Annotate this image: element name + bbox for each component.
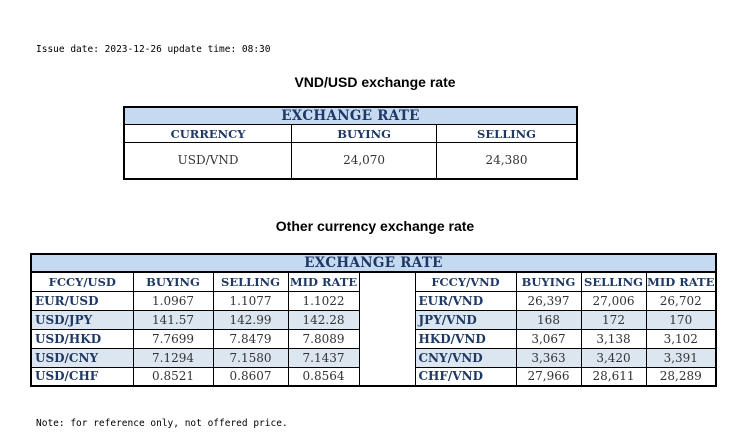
table-title: EXCHANGE RATE <box>123 106 578 125</box>
cell: 26,702 <box>645 290 717 311</box>
col-header: SELLING <box>436 124 578 143</box>
cell: CHF/VND <box>414 366 517 387</box>
other-section-title: Other currency exchange rate <box>275 218 475 234</box>
note: Note: for reference only, not offered pr… <box>36 418 288 429</box>
cell: 26,397 <box>515 290 582 311</box>
cell: 3,067 <box>515 328 582 349</box>
cell: 1.0967 <box>132 290 214 311</box>
cell: 0.8564 <box>287 366 360 387</box>
cell: EUR/VND <box>414 290 517 311</box>
cell: 172 <box>580 309 647 330</box>
other-rate-table: EXCHANGE RATE FCCY/USD BUYING SELLING MID R… <box>30 253 717 387</box>
gap <box>358 367 416 386</box>
gap <box>358 348 416 367</box>
table-row: USD/HKD 7.7699 7.8479 7.8089 HKD/VND 3,067 3,1… <box>30 328 717 349</box>
cell: USD/CHF <box>30 366 134 387</box>
table-row: USD/JPY 141.57 142.99 142.28 JPY/VND 168 172 17… <box>30 309 717 330</box>
cell: CNY/VND <box>414 347 517 368</box>
col-header: BUYING <box>291 124 438 143</box>
gap <box>358 329 416 348</box>
cell: 1.1022 <box>287 290 360 311</box>
cell: 7.1294 <box>132 347 214 368</box>
col-header: BUYING <box>132 271 214 292</box>
col-header: MID RATE <box>287 271 360 292</box>
cell: 24,380 <box>436 142 578 179</box>
cell: 27,006 <box>580 290 647 311</box>
cell: 24,070 <box>291 142 438 179</box>
cell: 7.7699 <box>132 328 214 349</box>
cell: 168 <box>515 309 582 330</box>
issue-date: Issue date: 2023-12-26 update time: 08:3… <box>36 44 271 55</box>
cell: 7.8479 <box>212 328 289 349</box>
cell: USD/VND <box>123 142 293 179</box>
cell: USD/CNY <box>30 347 134 368</box>
cell: USD/HKD <box>30 328 134 349</box>
cell: 170 <box>645 309 717 330</box>
cell: JPY/VND <box>414 309 517 330</box>
col-header: BUYING <box>515 271 582 292</box>
cell: HKD/VND <box>414 328 517 349</box>
table-row: USD/CHF 0.8521 0.8607 0.8564 CHF/VND 27,966 28… <box>30 366 717 387</box>
cell: 3,363 <box>515 347 582 368</box>
cell: 3,102 <box>645 328 717 349</box>
col-header: FCCY/USD <box>30 271 134 292</box>
table-row: EUR/USD 1.0967 1.1077 1.1022 EUR/VND 26,397 27… <box>30 290 717 311</box>
gap <box>358 310 416 329</box>
cell: 0.8607 <box>212 366 289 387</box>
gap <box>358 272 416 291</box>
cell: 3,138 <box>580 328 647 349</box>
table-title: EXCHANGE RATE <box>31 254 716 273</box>
cell: 0.8521 <box>132 366 214 387</box>
cell: 1.1077 <box>212 290 289 311</box>
cell: 3,420 <box>580 347 647 368</box>
col-header: SELLING <box>212 271 289 292</box>
cell: 27,966 <box>515 366 582 387</box>
cell: 7.8089 <box>287 328 360 349</box>
cell: 141.57 <box>132 309 214 330</box>
col-header: FCCY/VND <box>414 271 517 292</box>
table-row: USD/CNY 7.1294 7.1580 7.1437 CNY/VND 3,363 3,4… <box>30 347 717 368</box>
cell: 142.99 <box>212 309 289 330</box>
col-header: CURRENCY <box>123 124 293 143</box>
cell: 142.28 <box>287 309 360 330</box>
cell: 3,391 <box>645 347 717 368</box>
col-header: MID RATE <box>645 271 717 292</box>
cell: 7.1580 <box>212 347 289 368</box>
cell: EUR/USD <box>30 290 134 311</box>
usd-rate-table: EXCHANGE RATE CURRENCY BUYING SELLING US… <box>123 106 578 180</box>
cell: 28,611 <box>580 366 647 387</box>
cell: USD/JPY <box>30 309 134 330</box>
cell: 28,289 <box>645 366 717 387</box>
col-header: SELLING <box>580 271 647 292</box>
cell: 7.1437 <box>287 347 360 368</box>
gap <box>358 291 416 310</box>
usd-section-title: VND/USD exchange rate <box>294 74 456 90</box>
